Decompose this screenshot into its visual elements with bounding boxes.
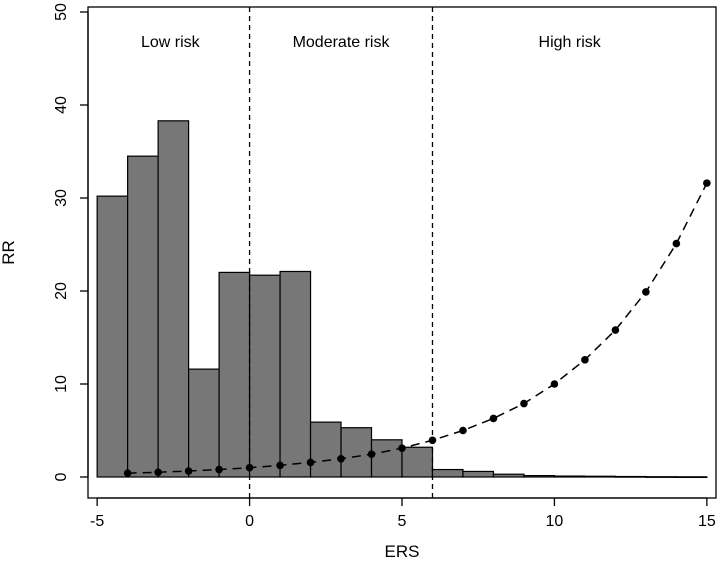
region-label-1: Moderate risk	[293, 34, 391, 51]
x-axis-title: ERS	[385, 542, 420, 561]
x-tick-label-4: 15	[698, 513, 716, 530]
rr-point-9	[398, 444, 406, 452]
x-tick-label-1: 0	[245, 513, 254, 530]
histogram-bar-7	[309, 421, 342, 478]
rr-point-1	[154, 468, 162, 477]
rr-point-10	[428, 436, 437, 445]
rr-point-18	[672, 239, 681, 248]
histogram-bar-19	[675, 476, 708, 479]
histogram-bar-2	[157, 120, 190, 478]
rr-point-17	[642, 288, 650, 296]
histogram-bar-14	[523, 475, 556, 478]
histogram-bar-3	[188, 368, 220, 478]
rr-point-0	[123, 469, 132, 477]
rr-curve	[127, 182, 708, 474]
y-axis: 0 10 20 30 40 50	[53, 3, 89, 481]
histogram-bar-0	[96, 195, 129, 478]
rr-point-5	[276, 461, 284, 470]
rr-point-14	[550, 380, 559, 388]
rr-point-7	[337, 454, 345, 463]
rr-point-12	[489, 414, 498, 423]
y-axis-title: RR	[0, 240, 18, 265]
histogram-bar-16	[584, 475, 616, 478]
histogram-bar-5	[248, 274, 281, 478]
histogram-bar-15	[553, 475, 586, 478]
rr-point-15	[581, 356, 589, 364]
region-label-2: High risk	[539, 34, 602, 51]
region-label-0: Low risk	[141, 34, 201, 51]
rr-point-4	[245, 463, 254, 472]
region-labels: Low risk Moderate risk High risk	[141, 34, 602, 51]
y-tick-label-0: 0	[53, 472, 70, 481]
cutoff-lines	[248, 7, 434, 498]
y-tick-label-3: 30	[53, 189, 70, 207]
rr-point-8	[367, 450, 376, 459]
histogram-bar-12	[462, 470, 495, 478]
histogram-bar-17	[614, 475, 647, 478]
histogram-bar-6	[279, 270, 312, 478]
rr-point-19	[703, 179, 711, 187]
rr-point-11	[459, 426, 467, 435]
rr-points	[123, 179, 711, 477]
x-tick-label-2: 5	[398, 513, 407, 530]
rr-point-13	[520, 399, 528, 408]
rr-point-3	[215, 465, 223, 474]
y-tick-label-5: 50	[53, 3, 70, 21]
histogram-bar-8	[340, 427, 373, 478]
histogram-bar-13	[492, 473, 525, 478]
x-tick-label-3: 10	[546, 513, 564, 530]
histogram-bar-1	[127, 155, 159, 478]
histogram-bar-4	[218, 271, 251, 478]
rr-curve-line	[127, 182, 708, 474]
y-tick-label-4: 40	[53, 96, 70, 114]
x-axis: -5 0 5 10 15	[90, 497, 716, 530]
y-tick-label-2: 20	[53, 282, 70, 300]
rr-point-2	[184, 467, 193, 475]
histogram-bar-11	[431, 468, 464, 478]
histogram-bar-18	[645, 476, 677, 478]
histogram-bars	[96, 120, 708, 479]
histogram-bar-9	[370, 439, 403, 478]
rr-point-16	[611, 326, 620, 334]
rr-point-6	[306, 458, 315, 467]
x-tick-label-0: -5	[90, 513, 104, 530]
y-tick-label-1: 10	[53, 375, 70, 393]
histogram-bar-10	[401, 446, 434, 478]
